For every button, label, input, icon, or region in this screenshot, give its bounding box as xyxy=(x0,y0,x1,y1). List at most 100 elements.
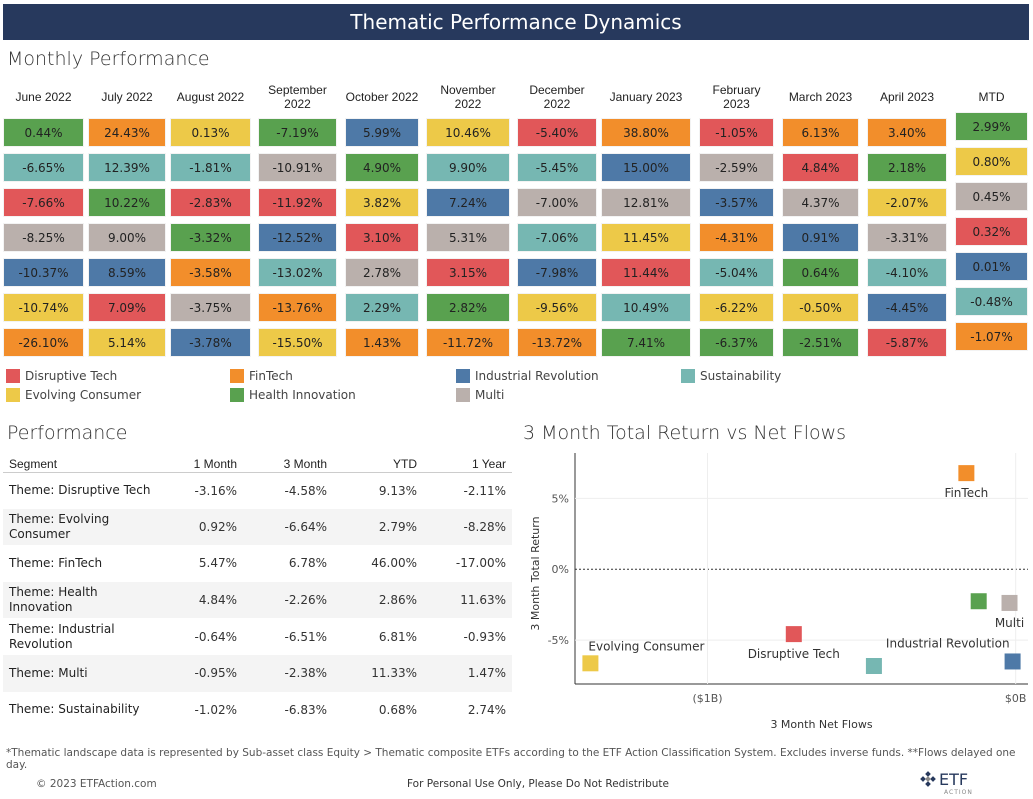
heatmap-cell[interactable]: 0.91% xyxy=(782,223,859,252)
heatmap-cell[interactable]: -2.59% xyxy=(699,153,774,182)
scatter-point[interactable] xyxy=(1001,594,1018,611)
heatmap-cell[interactable]: 11.44% xyxy=(601,258,691,287)
heatmap-cell[interactable]: -11.72% xyxy=(426,328,510,357)
heatmap-cell[interactable]: 0.80% xyxy=(955,147,1028,176)
heatmap-cell[interactable]: 9.90% xyxy=(426,153,510,182)
heatmap-cell[interactable]: -4.45% xyxy=(867,293,947,322)
table-row[interactable]: Theme: Evolving Consumer 0.92% -6.64% 2.79%… xyxy=(3,508,512,546)
heatmap-cell[interactable]: -5.04% xyxy=(699,258,774,287)
heatmap-cell[interactable]: -7.00% xyxy=(517,188,597,217)
heatmap-cell[interactable]: 2.29% xyxy=(345,293,419,322)
heatmap-cell[interactable]: 0.45% xyxy=(955,182,1028,211)
legend-item[interactable]: Disruptive Tech xyxy=(6,369,117,383)
heatmap-cell[interactable]: 12.81% xyxy=(601,188,691,217)
heatmap-cell[interactable]: -26.10% xyxy=(3,328,84,357)
heatmap-cell[interactable]: -13.02% xyxy=(258,258,337,287)
heatmap-cell[interactable]: -6.65% xyxy=(3,153,84,182)
heatmap-cell[interactable]: -5.45% xyxy=(517,153,597,182)
header-1-month[interactable]: 1 Month xyxy=(193,456,237,471)
heatmap-cell[interactable]: 3.15% xyxy=(426,258,510,287)
heatmap-cell[interactable]: 0.32% xyxy=(955,217,1028,246)
heatmap-cell[interactable]: -7.98% xyxy=(517,258,597,287)
heatmap-cell[interactable]: -6.22% xyxy=(699,293,774,322)
heatmap-cell[interactable]: -8.25% xyxy=(3,223,84,252)
heatmap-cell[interactable]: -10.37% xyxy=(3,258,84,287)
scatter-point[interactable] xyxy=(865,658,882,675)
heatmap-cell[interactable]: -7.19% xyxy=(258,118,337,147)
header-1-year[interactable]: 1 Year xyxy=(471,456,506,471)
heatmap-cell[interactable]: -2.07% xyxy=(867,188,947,217)
heatmap-cell[interactable]: 3.82% xyxy=(345,188,419,217)
heatmap-cell[interactable]: 3.10% xyxy=(345,223,419,252)
heatmap-cell[interactable]: -3.57% xyxy=(699,188,774,217)
heatmap-cell[interactable]: -3.32% xyxy=(170,223,251,252)
heatmap-cell[interactable]: 38.80% xyxy=(601,118,691,147)
heatmap-cell[interactable]: 2.82% xyxy=(426,293,510,322)
table-row[interactable]: Theme: Industrial Revolution -0.64% -6.51%… xyxy=(3,618,512,655)
heatmap-cell[interactable]: 7.24% xyxy=(426,188,510,217)
heatmap-cell[interactable]: 4.90% xyxy=(345,153,419,182)
legend-item[interactable]: Industrial Revolution xyxy=(456,369,599,383)
heatmap-cell[interactable]: -0.48% xyxy=(955,287,1028,316)
heatmap-cell[interactable]: 9.00% xyxy=(88,223,166,252)
heatmap-cell[interactable]: -1.07% xyxy=(955,322,1028,351)
heatmap-cell[interactable]: 8.59% xyxy=(88,258,166,287)
scatter-point[interactable] xyxy=(970,593,987,610)
heatmap-cell[interactable]: 5.14% xyxy=(88,328,166,357)
legend-item[interactable]: Evolving Consumer xyxy=(6,388,141,402)
heatmap-cell[interactable]: 24.43% xyxy=(88,118,166,147)
heatmap-cell[interactable]: 7.09% xyxy=(88,293,166,322)
heatmap-cell[interactable]: 2.78% xyxy=(345,258,419,287)
heatmap-cell[interactable]: 7.41% xyxy=(601,328,691,357)
heatmap-cell[interactable]: 15.00% xyxy=(601,153,691,182)
table-row[interactable]: Theme: Sustainability -1.02% -6.83% 0.68% 2.… xyxy=(3,692,512,729)
heatmap-cell[interactable]: -12.52% xyxy=(258,223,337,252)
header-3-month[interactable]: 3 Month xyxy=(283,456,327,471)
heatmap-cell[interactable]: -2.83% xyxy=(170,188,251,217)
scatter-point[interactable] xyxy=(785,626,802,643)
scatter-point[interactable] xyxy=(1004,653,1021,670)
heatmap-cell[interactable]: -11.92% xyxy=(258,188,337,217)
legend-item[interactable]: Health Innovation xyxy=(230,388,356,402)
heatmap-cell[interactable]: -4.31% xyxy=(699,223,774,252)
heatmap-cell[interactable]: -4.10% xyxy=(867,258,947,287)
heatmap-cell[interactable]: 4.37% xyxy=(782,188,859,217)
heatmap-cell[interactable]: -3.78% xyxy=(170,328,251,357)
heatmap-cell[interactable]: 4.84% xyxy=(782,153,859,182)
scatter-point[interactable] xyxy=(582,655,599,672)
table-row[interactable]: Theme: Multi -0.95% -2.38% 11.33% 1.47% xyxy=(3,654,512,692)
legend-item[interactable]: Sustainability xyxy=(681,369,781,383)
heatmap-cell[interactable]: 10.46% xyxy=(426,118,510,147)
heatmap-cell[interactable]: -9.56% xyxy=(517,293,597,322)
legend-item[interactable]: FinTech xyxy=(230,369,293,383)
heatmap-cell[interactable]: 11.45% xyxy=(601,223,691,252)
heatmap-cell[interactable]: -3.75% xyxy=(170,293,251,322)
heatmap-cell[interactable]: -1.81% xyxy=(170,153,251,182)
heatmap-cell[interactable]: 10.49% xyxy=(601,293,691,322)
heatmap-cell[interactable]: 2.99% xyxy=(955,112,1028,141)
heatmap-cell[interactable]: -6.37% xyxy=(699,328,774,357)
heatmap-cell[interactable]: 5.31% xyxy=(426,223,510,252)
heatmap-cell[interactable]: 1.43% xyxy=(345,328,419,357)
heatmap-cell[interactable]: -13.72% xyxy=(517,328,597,357)
heatmap-cell[interactable]: 0.44% xyxy=(3,118,84,147)
heatmap-cell[interactable]: -5.87% xyxy=(867,328,947,357)
table-row[interactable]: Theme: Disruptive Tech -3.16% -4.58% 9.13% -… xyxy=(3,472,512,509)
table-row[interactable]: Theme: Health Innovation 4.84% -2.26% 2.86%… xyxy=(3,581,512,619)
heatmap-cell[interactable]: -7.06% xyxy=(517,223,597,252)
header-segment[interactable]: Segment xyxy=(9,456,58,471)
heatmap-cell[interactable]: -3.31% xyxy=(867,223,947,252)
heatmap-cell[interactable]: -5.40% xyxy=(517,118,597,147)
heatmap-cell[interactable]: -7.66% xyxy=(3,188,84,217)
table-row[interactable]: Theme: FinTech 5.47% 6.78% 46.00% -17.00% xyxy=(3,545,512,582)
heatmap-cell[interactable]: -10.91% xyxy=(258,153,337,182)
heatmap-cell[interactable]: 2.18% xyxy=(867,153,947,182)
heatmap-cell[interactable]: 3.40% xyxy=(867,118,947,147)
heatmap-cell[interactable]: 12.39% xyxy=(88,153,166,182)
heatmap-cell[interactable]: 10.22% xyxy=(88,188,166,217)
heatmap-cell[interactable]: -13.76% xyxy=(258,293,337,322)
scatter-point[interactable] xyxy=(958,465,975,482)
heatmap-cell[interactable]: 6.13% xyxy=(782,118,859,147)
heatmap-cell[interactable]: -10.74% xyxy=(3,293,84,322)
heatmap-cell[interactable]: 0.64% xyxy=(782,258,859,287)
